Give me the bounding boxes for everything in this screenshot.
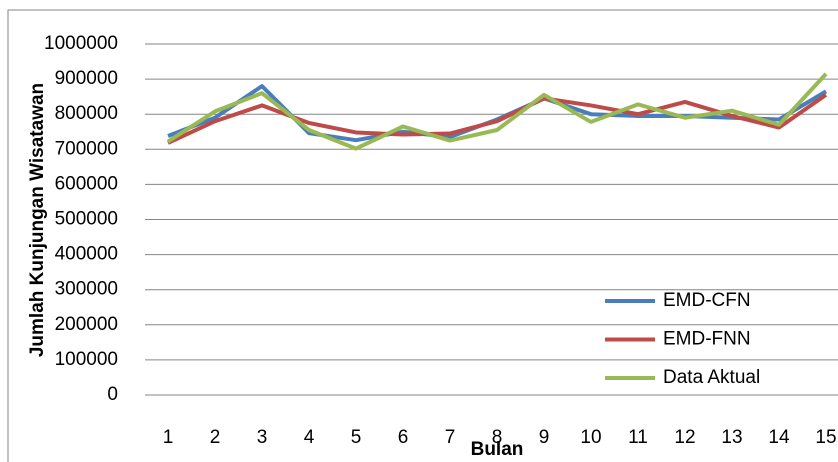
x-tick-label: 8 (492, 427, 503, 448)
y-tick-label: 400000 (55, 244, 118, 265)
y-tick-label: 100000 (55, 349, 118, 370)
y-tick-label: 700000 (55, 138, 118, 159)
x-tick-label: 1 (163, 427, 174, 448)
y-tick-label: 300000 (55, 279, 118, 300)
x-tick-label: 13 (721, 427, 742, 448)
x-tick-label: 5 (351, 427, 362, 448)
y-tick-label: 800000 (55, 103, 118, 124)
x-tick-label: 6 (398, 427, 409, 448)
series-line (166, 72, 828, 151)
legend-label: EMD-FNN (663, 329, 751, 350)
x-tick-label: 10 (580, 427, 601, 448)
y-tick-label: 1000000 (44, 33, 118, 54)
x-tick-label: 15 (815, 427, 836, 448)
legend-label: Data Aktual (663, 367, 760, 388)
y-tick-label: 600000 (55, 173, 118, 194)
legend-label: EMD-CFN (663, 290, 751, 311)
x-tick-label: 11 (628, 427, 648, 448)
x-tick-label: 12 (674, 427, 695, 448)
x-tick-label: 14 (768, 427, 790, 448)
y-tick-label: 200000 (55, 314, 118, 335)
x-tick-label: 2 (210, 427, 221, 448)
x-tick-label: 7 (445, 427, 456, 448)
x-tick-label: 9 (539, 427, 550, 448)
chart-frame (7, 9, 838, 462)
y-tick-label: 0 (107, 384, 118, 405)
y-tick-label: 500000 (55, 209, 118, 230)
x-axis-title: Bulan (471, 439, 524, 460)
x-tick-label: 4 (304, 427, 315, 448)
y-axis-title: Jumlah Kunjungan Wisatawan (27, 83, 48, 357)
x-tick-label: 3 (257, 427, 268, 448)
y-tick-label: 900000 (55, 68, 118, 89)
